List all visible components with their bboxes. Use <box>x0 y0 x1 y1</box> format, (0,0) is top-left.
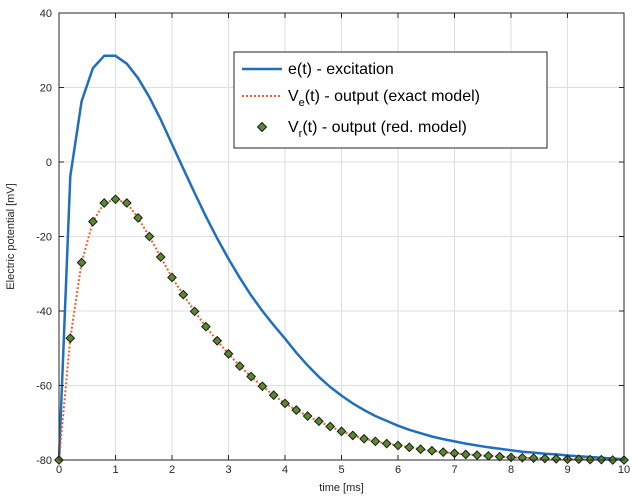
y-tick-label: -20 <box>36 232 52 244</box>
data-point-reduced-model <box>573 454 584 465</box>
x-tick-label: 0 <box>56 464 62 476</box>
data-point-reduced-model <box>404 442 415 453</box>
data-point-reduced-model <box>381 438 392 449</box>
x-tick-label: 1 <box>112 464 118 476</box>
x-tick-label: 5 <box>338 464 344 476</box>
data-point-reduced-model <box>189 306 200 317</box>
x-tick-label: 8 <box>508 464 514 476</box>
legend-box <box>233 51 548 149</box>
y-tick-label: 20 <box>40 83 52 95</box>
data-point-reduced-model <box>336 426 347 437</box>
y-tick-label: 0 <box>46 157 52 169</box>
data-point-reduced-model <box>200 321 211 332</box>
data-point-reduced-model <box>302 411 313 421</box>
data-point-reduced-model <box>359 433 370 444</box>
data-point-reduced-model <box>551 453 562 464</box>
data-point-reduced-model <box>257 381 268 392</box>
data-point-reduced-model <box>472 450 483 461</box>
data-point-reduced-model <box>268 390 279 401</box>
data-point-reduced-model <box>133 212 144 223</box>
tick-labels: 0 1 2 3 4 5 6 7 8 9 10 -80 -60 -40 -20 0 20 40 <box>36 8 630 476</box>
data-point-reduced-model <box>76 257 87 268</box>
data-point-reduced-model <box>393 440 403 451</box>
legend-item-reduced-model: Vr(t) - output (red. model) <box>256 119 467 140</box>
series-line-excitation <box>57 54 625 461</box>
data-point-reduced-model <box>313 416 324 427</box>
x-tick-label: 3 <box>225 464 231 476</box>
data-point-reduced-model <box>438 447 449 458</box>
data-point-reduced-model <box>460 449 471 460</box>
legend-item-excitation: e(t) - excitation <box>242 61 394 78</box>
data-point-reduced-model <box>99 198 110 208</box>
data-point-reduced-model <box>280 398 290 409</box>
data-point-reduced-model <box>144 231 155 242</box>
x-tick-label: 9 <box>564 464 570 476</box>
x-axis-label: time [ms] <box>319 482 364 494</box>
legend-label-reduced-model: Vr(t) - output (red. model) <box>288 119 467 140</box>
series-layer <box>54 54 629 465</box>
data-point-reduced-model <box>121 198 132 208</box>
data-point-reduced-model <box>494 451 505 462</box>
legend-label-excitation: e(t) - excitation <box>288 61 394 78</box>
legend-label-exact-prefix: V <box>288 88 299 105</box>
legend-label-reduced-subscript: r <box>299 128 303 140</box>
data-point-reduced-model <box>291 405 302 415</box>
legend-label-exact-model: Ve(t) - output (exact model) <box>288 88 480 109</box>
x-tick-label: 6 <box>395 464 401 476</box>
data-point-reduced-model <box>347 430 358 441</box>
y-tick-label: 40 <box>40 8 52 20</box>
y-tick-label: -80 <box>36 455 52 467</box>
y-tick-label: -60 <box>36 381 52 393</box>
data-point-reduced-model <box>155 252 166 262</box>
legend: e(t) - excitation Ve(t) - output (exact … <box>233 51 548 149</box>
legend-label-exact-suffix: (t) - output (exact model) <box>305 88 480 105</box>
legend-swatch-reduced-model <box>256 121 268 133</box>
data-point-reduced-model <box>65 333 76 344</box>
axes <box>58 12 625 461</box>
data-point-reduced-model <box>415 444 426 455</box>
legend-label-reduced-prefix: V <box>288 119 299 136</box>
data-point-reduced-model <box>223 348 234 359</box>
data-point-reduced-model <box>426 445 437 456</box>
y-axis-label: Electric potential [mV] <box>5 183 17 289</box>
data-point-reduced-model <box>370 436 381 447</box>
data-point-reduced-model <box>234 361 245 372</box>
legend-item-exact-model: Ve(t) - output (exact model) <box>242 88 480 109</box>
legend-label-reduced-suffix: (t) - output (red. model) <box>302 119 467 136</box>
data-point-reduced-model <box>212 335 223 346</box>
data-point-reduced-model <box>246 371 257 382</box>
data-point-reduced-model <box>110 194 121 205</box>
legend-label-exact-subscript: e <box>299 97 305 109</box>
x-tick-label: 10 <box>618 464 630 476</box>
data-point-reduced-model <box>178 289 189 300</box>
data-point-reduced-model <box>325 421 336 432</box>
x-tick-label: 4 <box>282 464 288 476</box>
data-point-reduced-model <box>539 453 550 464</box>
y-tick-label: -40 <box>36 306 52 318</box>
data-point-reduced-model <box>87 216 98 227</box>
x-tick-label: 7 <box>451 464 457 476</box>
data-point-reduced-model <box>167 272 177 283</box>
x-tick-label: 2 <box>169 464 175 476</box>
